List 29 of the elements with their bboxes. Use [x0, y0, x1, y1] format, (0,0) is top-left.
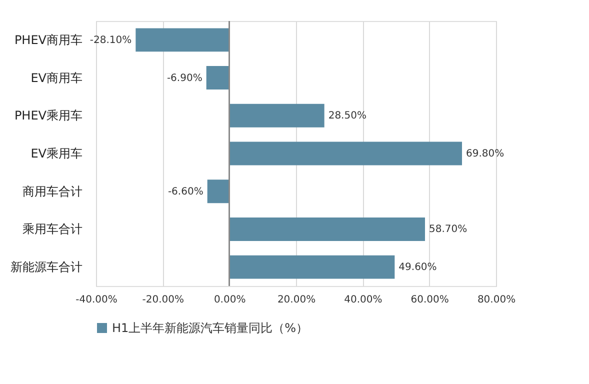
data-label: 28.50%: [328, 110, 366, 122]
y-tick-label: PHEV商用车: [14, 32, 82, 47]
data-label: 69.80%: [466, 148, 504, 160]
data-label: -6.90%: [166, 72, 202, 84]
x-tick-label: -40.00%: [76, 294, 118, 306]
x-tick-label: 20.00%: [277, 294, 316, 306]
bar: [229, 217, 425, 241]
bar: [136, 28, 230, 52]
bar: [229, 142, 462, 166]
data-label: -6.60%: [168, 186, 204, 198]
x-tick-label: 0.00%: [214, 294, 246, 306]
x-tick-label: -20.00%: [142, 294, 184, 306]
data-label: 49.60%: [398, 262, 437, 274]
y-tick-label: PHEV乘用车: [14, 108, 82, 123]
bar: [229, 104, 324, 128]
y-tick-label: 商用车合计: [22, 184, 82, 198]
legend-label: H1上半年新能源汽车销量同比（%）: [112, 321, 308, 335]
bar: [229, 255, 395, 279]
x-tick-label: 60.00%: [410, 294, 449, 306]
y-tick-label: EV乘用车: [30, 146, 82, 160]
bar: [206, 66, 230, 90]
data-label: -28.10%: [90, 34, 132, 46]
bar: [207, 180, 230, 204]
x-tick-label: 80.00%: [477, 294, 516, 306]
y-tick-label: 新能源车合计: [10, 260, 82, 274]
y-tick-label: EV商用车: [30, 70, 82, 85]
data-label: 58.70%: [429, 224, 468, 236]
y-tick-label: 乘用车合计: [22, 222, 82, 236]
x-tick-label: 40.00%: [344, 294, 382, 306]
